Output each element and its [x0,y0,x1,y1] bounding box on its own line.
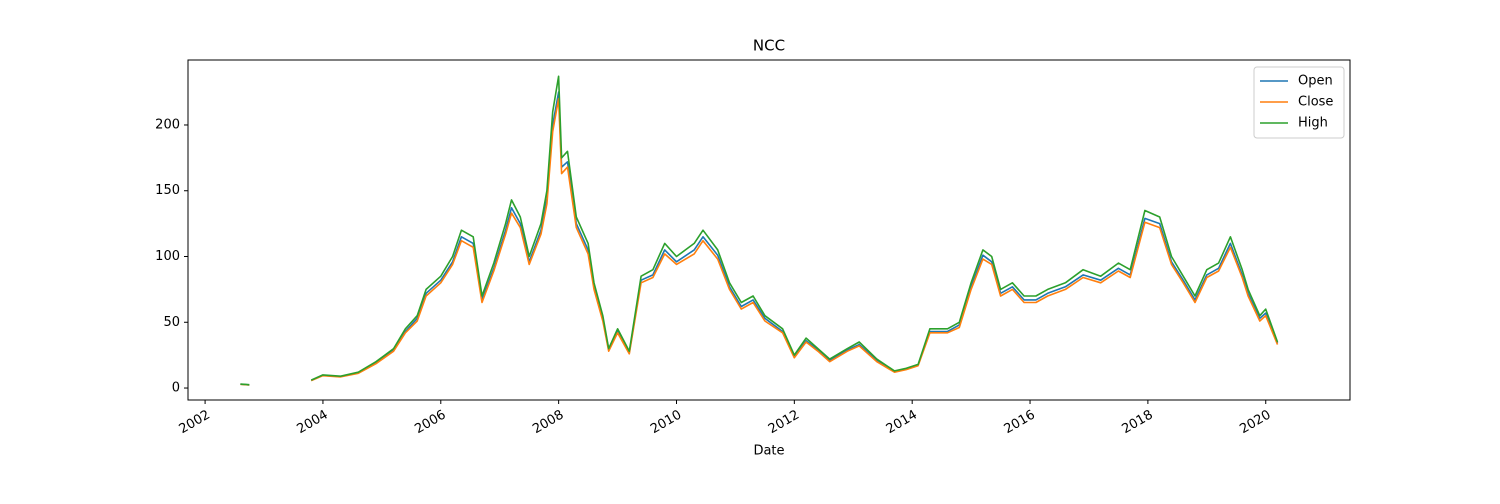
x-axis-label: Date [753,444,784,459]
plot-frame [187,59,1351,401]
series-line [240,75,1279,386]
y-tick-label: 50 [163,315,180,330]
x-tick-label: 2010 [648,408,684,438]
x-tick-label: 2020 [1237,408,1273,438]
legend-label: Open [1298,74,1333,89]
legend: Open Close High [1253,66,1345,139]
x-tick-label: 2002 [177,408,213,438]
y-tick-label: 150 [155,183,180,198]
x-tick-label: 2012 [766,408,802,438]
legend-label: Close [1298,95,1333,110]
series-line [240,91,1279,386]
x-tick-label: 2004 [295,408,331,438]
x-tick-label: 2014 [884,408,920,438]
y-tick-label: 100 [155,249,180,264]
chart-title: NCC [753,37,785,55]
x-tick-label: 2016 [1002,408,1038,438]
series-line [240,97,1279,386]
legend-label: High [1298,116,1328,131]
y-tick-label: 0 [172,381,180,396]
x-tick-label: 2006 [412,408,448,438]
y-tick-label: 200 [155,117,180,132]
legend-box [1253,66,1345,139]
x-tick-label: 2008 [530,408,566,438]
x-tick-label: 2018 [1119,408,1155,438]
